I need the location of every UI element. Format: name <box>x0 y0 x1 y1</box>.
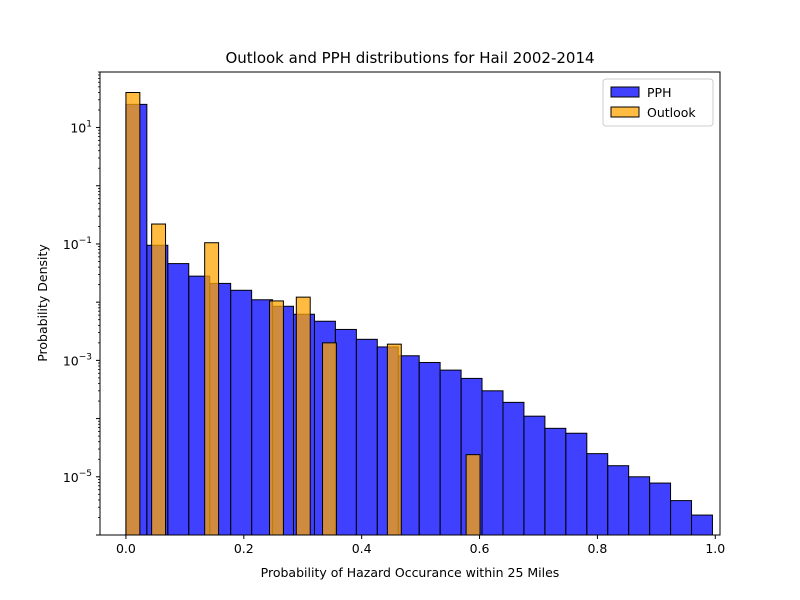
bar-outlook-0 <box>125 92 141 536</box>
bar-pph-5 <box>230 289 253 536</box>
legend-swatch-outlook <box>610 106 640 118</box>
chart-title: Outlook and PPH distributions for Hail 2… <box>225 49 594 67</box>
x-tick-label: 0.6 <box>470 541 490 556</box>
bar-outlook-1 <box>151 223 167 536</box>
bar-pph-22 <box>586 453 609 536</box>
bar-pph-10 <box>334 328 357 536</box>
bar-pph-27 <box>691 514 713 536</box>
plot-area <box>125 92 713 536</box>
series-outlook <box>125 92 481 536</box>
bar-outlook-4 <box>295 296 311 536</box>
y-tick-label: 101 <box>70 120 92 136</box>
bar-pph-17 <box>481 390 504 536</box>
y-tick-label: 10−5 <box>63 469 92 485</box>
bar-outlook-6 <box>386 343 402 536</box>
bar-pph-25 <box>649 482 672 536</box>
x-tick-label: 0.8 <box>587 541 607 556</box>
bar-pph-11 <box>355 338 378 536</box>
bar-pph-18 <box>502 401 525 536</box>
x-axis-label: Probability of Hazard Occurance within 2… <box>261 565 560 580</box>
legend-label-pph: PPH <box>647 85 671 100</box>
x-tick-label: 0.4 <box>352 541 372 556</box>
bar-pph-24 <box>628 476 651 536</box>
x-tick-label: 0.0 <box>116 541 136 556</box>
bar-outlook-3 <box>269 300 284 536</box>
bar-outlook-7 <box>465 454 481 536</box>
bar-outlook-5 <box>322 342 337 536</box>
legend-swatch-pph <box>610 86 640 98</box>
x-tick-label: 1.0 <box>705 541 725 556</box>
bar-outlook-2 <box>204 242 220 536</box>
bar-pph-2 <box>167 263 190 536</box>
bar-pph-15 <box>439 369 462 536</box>
bar-pph-20 <box>544 427 567 536</box>
legend: PPH Outlook <box>602 78 714 127</box>
bar-pph-14 <box>418 361 441 536</box>
legend-label-outlook: Outlook <box>647 105 696 120</box>
bar-pph-23 <box>607 465 630 536</box>
bar-pph-21 <box>565 432 588 536</box>
bar-pph-19 <box>523 415 546 536</box>
y-axis: 10−5 10−3 10−1 101 <box>63 71 100 536</box>
y-tick-label: 10−3 <box>63 352 92 368</box>
y-tick-label: 10−1 <box>63 236 92 252</box>
x-tick-label: 0.2 <box>234 541 254 556</box>
bar-pph-26 <box>670 500 693 536</box>
y-axis-label: Probability Density <box>35 244 50 362</box>
x-axis: 0.0 0.2 0.4 0.6 0.8 1.0 <box>116 535 725 556</box>
plot-frame <box>99 71 721 536</box>
